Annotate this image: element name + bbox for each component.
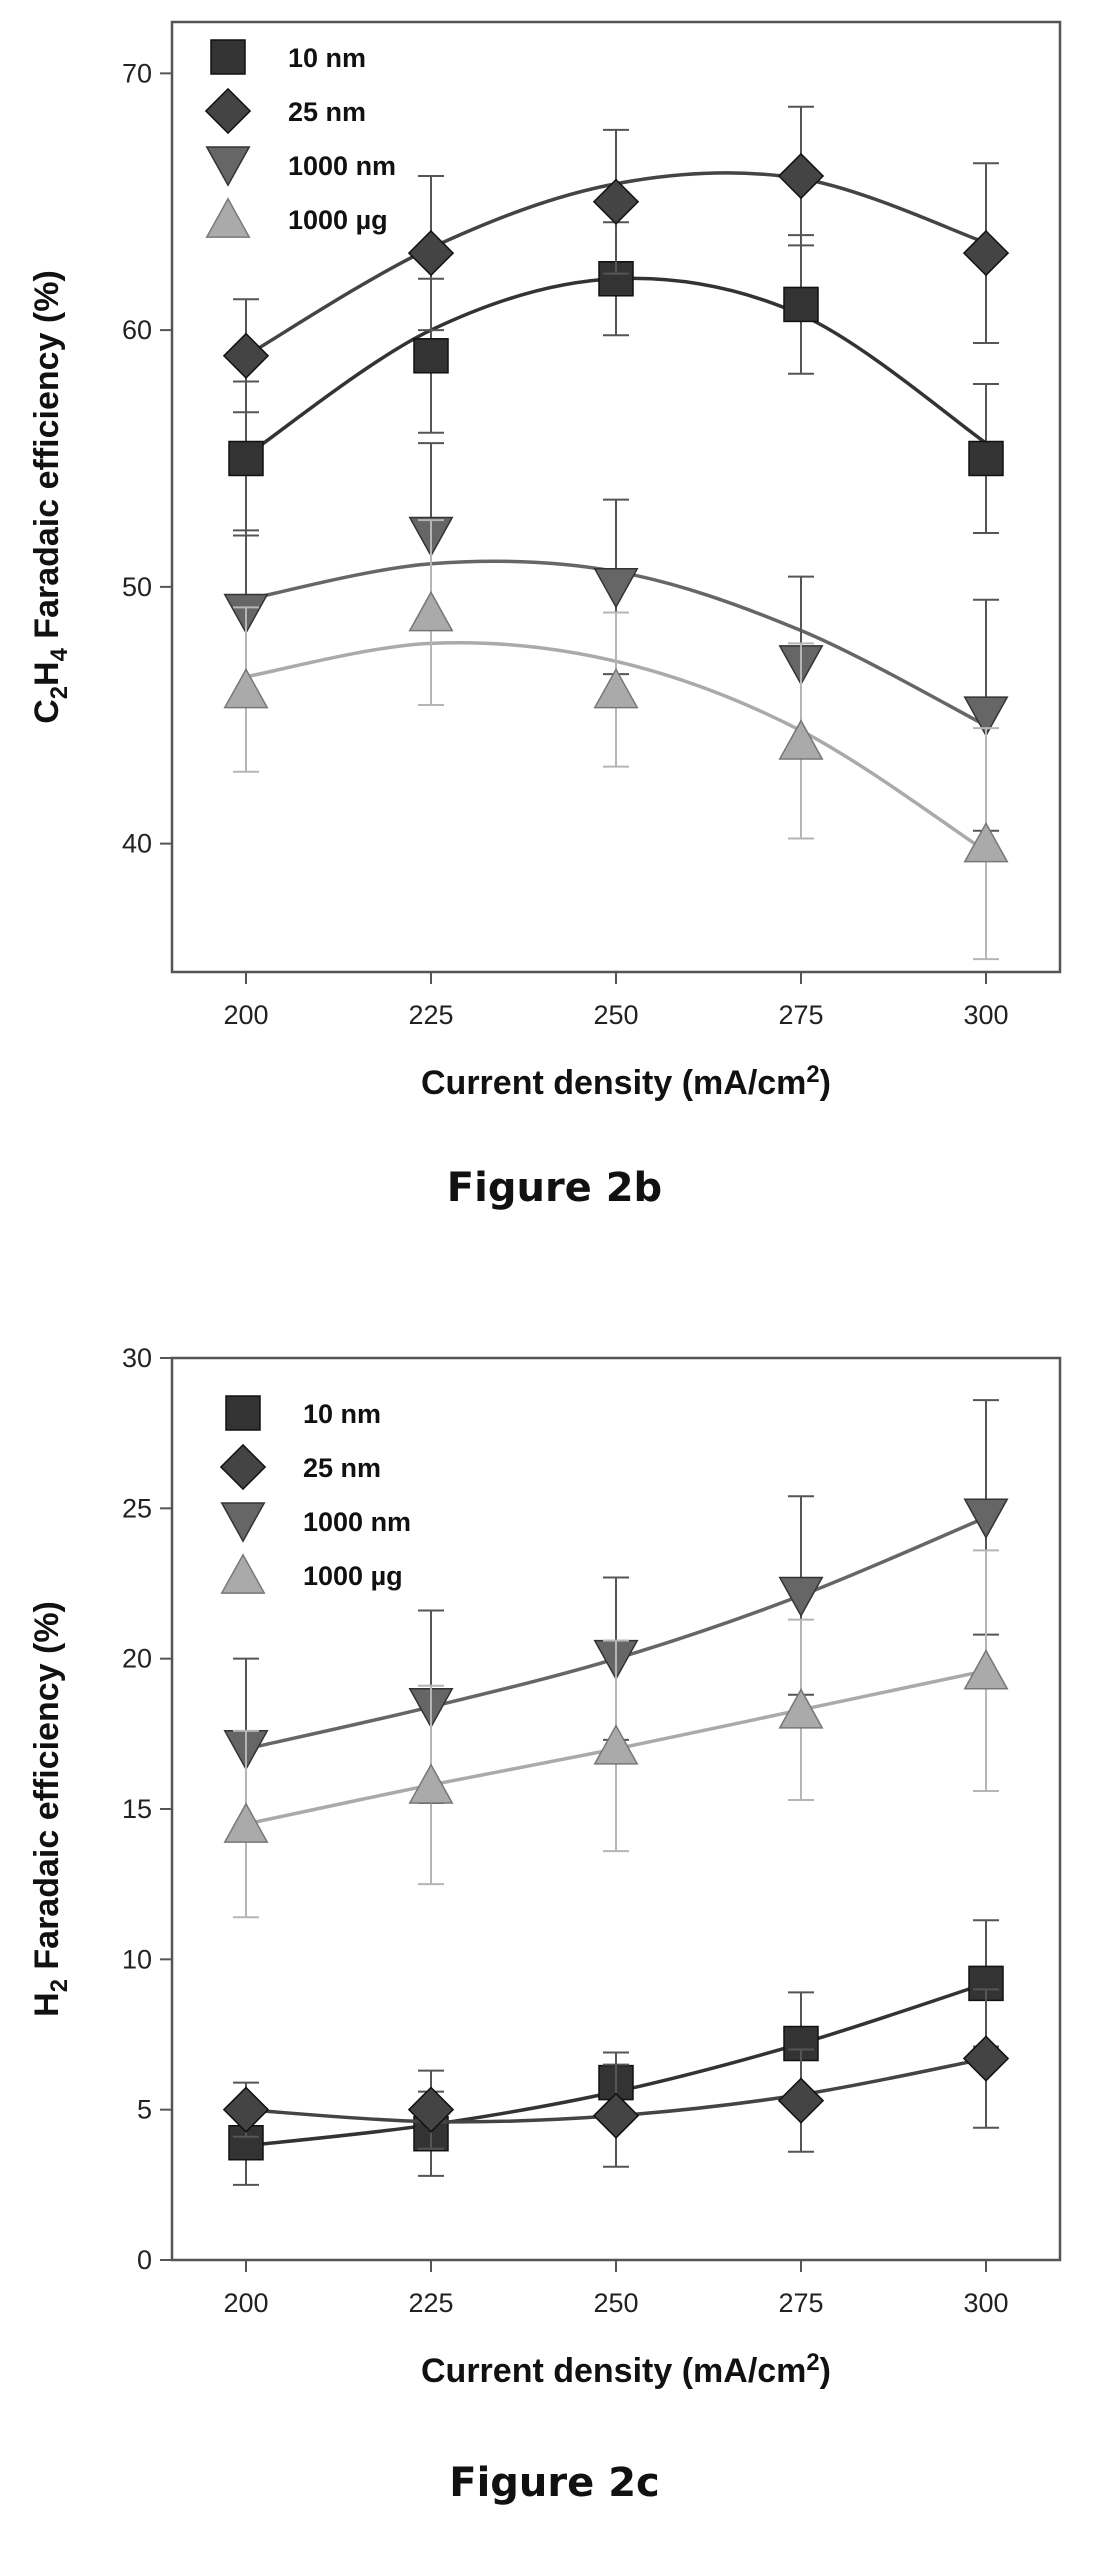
data-point xyxy=(963,1648,1009,1690)
data-point xyxy=(592,2092,640,2139)
data-point xyxy=(413,338,449,374)
data-point xyxy=(407,229,455,277)
data-point xyxy=(222,2086,270,2133)
data-point xyxy=(968,440,1004,477)
data-point xyxy=(408,590,454,632)
data-point xyxy=(778,1576,824,1618)
y-tick-label: 5 xyxy=(137,2095,152,2125)
legend-marker xyxy=(205,146,251,187)
y-tick-label: 0 xyxy=(137,2245,152,2275)
x-tick-label: 225 xyxy=(408,1000,453,1030)
data-point xyxy=(963,821,1009,863)
chart-2b-svg: 200 225 250 275 300 40 50 60 70 Current density (… xyxy=(28,20,1062,1102)
x-axis-title: Current density (mA/cm2) xyxy=(421,2349,831,2390)
figure-2c: 200 225 250 275 300 0 5 10 15 20 25 30 Current densi… xyxy=(0,1300,1109,2552)
data-point xyxy=(592,178,640,225)
legend-label: 25 nm xyxy=(288,97,366,127)
y-tick-label: 10 xyxy=(122,1944,152,1974)
y-axis-title: H2 Faradaic efficiency (%) xyxy=(28,1601,73,2017)
x-tick-label: 200 xyxy=(223,2288,268,2318)
legend-label: 1000 µg xyxy=(303,1561,403,1591)
data-point xyxy=(407,2086,455,2133)
data-point xyxy=(777,2077,825,2124)
legend-label: 10 nm xyxy=(303,1399,381,1429)
x-tick-label: 275 xyxy=(778,1000,823,1030)
y-tick-label: 60 xyxy=(122,315,152,345)
legend-marker xyxy=(225,1395,261,1431)
data-point xyxy=(963,1498,1009,1540)
data-point xyxy=(222,332,270,379)
data-point xyxy=(223,1802,269,1843)
y-tick-label: 25 xyxy=(122,1493,152,1523)
legend-label: 1000 nm xyxy=(288,151,396,181)
y-tick-label: 40 xyxy=(122,829,152,859)
figure-caption-2b: Figure 2b xyxy=(446,1165,663,1211)
data-point xyxy=(962,229,1010,277)
legend-label: 1000 nm xyxy=(303,1507,411,1537)
data-point xyxy=(962,2035,1010,2082)
data-point xyxy=(778,1688,824,1729)
y-tick-label: 20 xyxy=(122,1644,152,1674)
legend-label: 1000 µg xyxy=(288,205,388,235)
x-tick-label: 300 xyxy=(963,1000,1008,1030)
data-point xyxy=(223,667,269,709)
y-tick-label: 15 xyxy=(122,1794,152,1824)
legend-label: 25 nm xyxy=(303,1453,381,1483)
legend-marker xyxy=(219,1443,267,1491)
legend: 10 nm 25 nm 1000 nm 1000 µg xyxy=(204,39,396,238)
x-tick-label: 250 xyxy=(593,2288,638,2318)
legend-marker xyxy=(220,1553,266,1594)
y-tick-label: 70 xyxy=(122,58,152,88)
x-tick-label: 225 xyxy=(408,2288,453,2318)
figure-2b: 200 225 250 275 300 40 50 60 70 Current density (… xyxy=(0,0,1109,1236)
data-point xyxy=(228,440,264,477)
data-point xyxy=(593,1724,639,1765)
data-point xyxy=(778,719,824,760)
series-triangle-up xyxy=(223,1549,1009,1919)
data-point xyxy=(963,696,1009,737)
series-triangle-up xyxy=(223,519,1009,961)
data-point xyxy=(593,568,639,609)
series-diamond xyxy=(222,105,1010,414)
legend: 10 nm 25 nm 1000 nm 1000 µg xyxy=(219,1395,411,1594)
chart-2c-svg: 200 225 250 275 300 0 5 10 15 20 25 30 Current densi… xyxy=(28,1343,1062,2390)
y-tick-label: 50 xyxy=(122,572,152,602)
legend-label: 10 nm xyxy=(288,43,366,73)
data-point xyxy=(777,152,825,200)
data-point xyxy=(408,1763,454,1804)
y-tick-label: 30 xyxy=(122,1343,152,1373)
data-point xyxy=(593,667,639,709)
x-tick-label: 275 xyxy=(778,2288,823,2318)
legend-marker xyxy=(220,1502,266,1543)
x-tick-label: 200 xyxy=(223,1000,268,1030)
legend-marker xyxy=(205,197,251,238)
x-tick-label: 300 xyxy=(963,2288,1008,2318)
figure-caption-2c: Figure 2c xyxy=(449,2460,660,2506)
legend-marker xyxy=(210,39,246,75)
data-point xyxy=(783,286,819,323)
x-axis-title: Current density (mA/cm2) xyxy=(421,1061,831,1102)
legend-marker xyxy=(204,87,252,135)
x-tick-label: 250 xyxy=(593,1000,638,1030)
series-diamond xyxy=(222,1988,1010,2168)
y-axis-title: C2H4 Faradaic efficiency (%) xyxy=(28,270,73,724)
